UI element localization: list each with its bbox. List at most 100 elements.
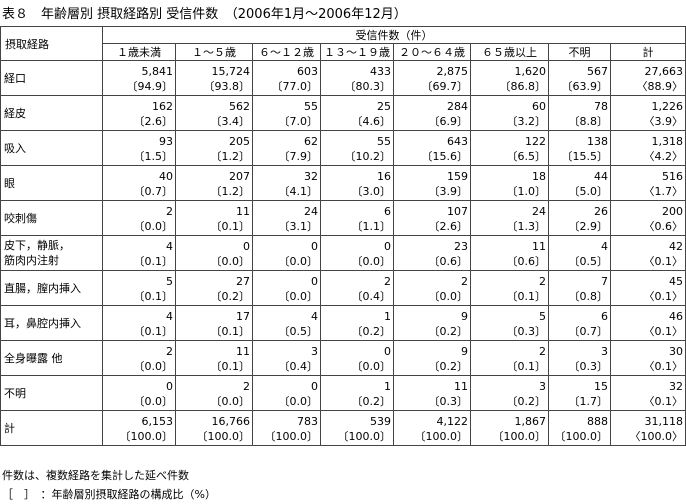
- count-cell: 26: [548, 200, 611, 218]
- column-header: ２０～６４歳: [393, 43, 471, 61]
- row-label-line: 咬刺傷: [4, 211, 37, 225]
- count-cell: 1: [320, 375, 394, 393]
- ratio-cell: 〔0.0〕: [252, 253, 321, 271]
- ratio-cell: 〔100.0〕: [393, 428, 471, 446]
- count-cell: 162: [102, 95, 176, 113]
- count-cell: 2,875: [393, 60, 471, 78]
- count-cell: 2: [175, 375, 253, 393]
- count-cell: 4: [548, 235, 611, 253]
- count-cell: 207: [175, 165, 253, 183]
- count-cell: 284: [393, 95, 471, 113]
- count-cell: 3: [548, 340, 611, 358]
- row-label-line: 筋肉内注射: [4, 254, 59, 267]
- ratio-cell: 〔80.3〕: [320, 78, 394, 96]
- count-cell: 5: [470, 305, 549, 323]
- column-header: 不明: [548, 43, 611, 61]
- ratio-cell: 〔3.0〕: [320, 183, 394, 201]
- count-cell: 2: [470, 340, 549, 358]
- count-cell: 40: [102, 165, 176, 183]
- ratio-cell: 〔0.7〕: [102, 183, 176, 201]
- count-row: 不明 0 2 0 1 11 3 15 32: [0, 375, 686, 411]
- column-header: ６５歳以上: [470, 43, 549, 61]
- group-header: 受信件数（件）: [102, 26, 686, 44]
- ratio-cell: 〔3.2〕: [470, 113, 549, 131]
- ratio-cell: 〔93.8〕: [175, 78, 253, 96]
- ratio-cell: 〔100.0〕: [548, 428, 611, 446]
- ratio-cell: 〔4.1〕: [252, 183, 321, 201]
- count-cell: 433: [320, 60, 394, 78]
- ratio-cell: 〔77.0〕: [252, 78, 321, 96]
- ratio-cell: 〔1.5〕: [102, 148, 176, 166]
- ratio-cell: 〔0.5〕: [252, 323, 321, 341]
- column-header: 計: [610, 43, 686, 61]
- ratio-row: 〔0.1〕 〔0.0〕 〔0.0〕 〔0.0〕 〔0.6〕 〔0.6〕 〔0.5〕 〈0.1〉: [1, 253, 686, 271]
- count-row: 経皮 162 562 55 25 284 60 78 1,226: [0, 95, 686, 131]
- ratio-row: 〔100.0〕 〔100.0〕 〔100.0〕 〔100.0〕 〔100.0〕 〔100.…: [1, 428, 686, 446]
- column-header: ６～１２歳: [252, 43, 321, 61]
- column-header: １３～１９歳: [320, 43, 394, 61]
- ratio-cell: 〔6.9〕: [393, 113, 471, 131]
- count-cell: 1: [320, 305, 394, 323]
- ratio-cell: 〔0.0〕: [252, 393, 321, 411]
- count-cell: 562: [175, 95, 253, 113]
- count-cell: 11: [175, 200, 253, 218]
- ratio-cell: 〔1.3〕: [470, 218, 549, 236]
- count-cell: 4,122: [393, 410, 471, 428]
- count-cell: 205: [175, 130, 253, 148]
- count-cell: 32: [252, 165, 321, 183]
- count-cell: 25: [320, 95, 394, 113]
- row-label: 経口: [0, 60, 103, 96]
- ratio-cell: 〔2.9〕: [548, 218, 611, 236]
- row-label: 計: [0, 410, 103, 446]
- row-label-line: 経口: [4, 71, 26, 85]
- ratio-cell: 〈0.1〉: [610, 253, 686, 271]
- count-cell: 46: [610, 305, 686, 323]
- ratio-cell: 〈0.1〉: [610, 393, 686, 411]
- count-cell: 2: [470, 270, 549, 288]
- ratio-row: 〔1.5〕 〔1.2〕 〔7.9〕 〔10.2〕 〔15.6〕 〔6.5〕 〔15.5〕 〈4…: [1, 148, 686, 166]
- count-cell: 2: [102, 340, 176, 358]
- count-cell: 122: [470, 130, 549, 148]
- count-cell: 93: [102, 130, 176, 148]
- ratio-cell: 〔0.1〕: [470, 358, 549, 376]
- count-row: 耳，鼻腔内挿入 4 17 4 1 9 5 6 46: [0, 305, 686, 341]
- row-label-line: 吸入: [4, 141, 26, 155]
- row-label-line: 不明: [4, 386, 26, 400]
- count-cell: 2: [102, 200, 176, 218]
- ratio-cell: 〈88.9〉: [610, 78, 686, 96]
- ratio-cell: 〔0.1〕: [175, 358, 253, 376]
- ratio-cell: 〔8.8〕: [548, 113, 611, 131]
- note: ［ ］ ：年齢層別摂取経路の構成比（%）: [2, 488, 216, 501]
- count-cell: 3: [252, 340, 321, 358]
- count-cell: 11: [393, 375, 471, 393]
- count-row: 直腸，膣内挿入 5 27 0 2 2 2 7 45: [0, 270, 686, 306]
- count-row: 皮下，静脈， 筋肉内注射 4 0 0 0 23 11 4 42: [0, 235, 686, 271]
- ratio-row: 〔2.6〕 〔3.4〕 〔7.0〕 〔4.6〕 〔6.9〕 〔3.2〕 〔8.8〕 〈3.9〉: [1, 113, 686, 131]
- ratio-cell: 〈0.1〉: [610, 358, 686, 376]
- ratio-cell: 〔0.5〕: [548, 253, 611, 271]
- count-cell: 15: [548, 375, 611, 393]
- header-row: 摂取経路 受信件数（件）: [0, 26, 686, 61]
- ratio-cell: 〔63.9〕: [548, 78, 611, 96]
- row-label: 咬刺傷: [0, 200, 103, 236]
- ratio-cell: 〈1.7〉: [610, 183, 686, 201]
- count-cell: 1,318: [610, 130, 686, 148]
- count-cell: 0: [320, 235, 394, 253]
- count-cell: 44: [548, 165, 611, 183]
- ratio-cell: 〔0.1〕: [175, 323, 253, 341]
- ratio-cell: 〔0.3〕: [470, 323, 549, 341]
- count-cell: 17: [175, 305, 253, 323]
- column-header: １歳未満: [102, 43, 176, 61]
- ratio-cell: 〔0.2〕: [320, 323, 394, 341]
- count-cell: 567: [548, 60, 611, 78]
- ratio-cell: 〔10.2〕: [320, 148, 394, 166]
- count-cell: 1,867: [470, 410, 549, 428]
- ratio-cell: 〔2.6〕: [393, 218, 471, 236]
- ratio-cell: 〔1.1〕: [320, 218, 394, 236]
- count-cell: 888: [548, 410, 611, 428]
- count-cell: 0: [320, 340, 394, 358]
- ratio-row: 〔0.1〕 〔0.1〕 〔0.5〕 〔0.2〕 〔0.2〕 〔0.3〕 〔0.7〕 〈0.1〉: [1, 323, 686, 341]
- data-table: 摂取経路 受信件数（件） １歳未満 １～５歳 ６～１２歳 １３～１９歳 ２０～６４歳 ６５…: [0, 26, 686, 446]
- ratio-row: 〔0.1〕 〔0.2〕 〔0.0〕 〔0.4〕 〔0.0〕 〔0.1〕 〔0.8〕 〈0.1〉: [1, 288, 686, 306]
- ratio-cell: 〔0.2〕: [393, 323, 471, 341]
